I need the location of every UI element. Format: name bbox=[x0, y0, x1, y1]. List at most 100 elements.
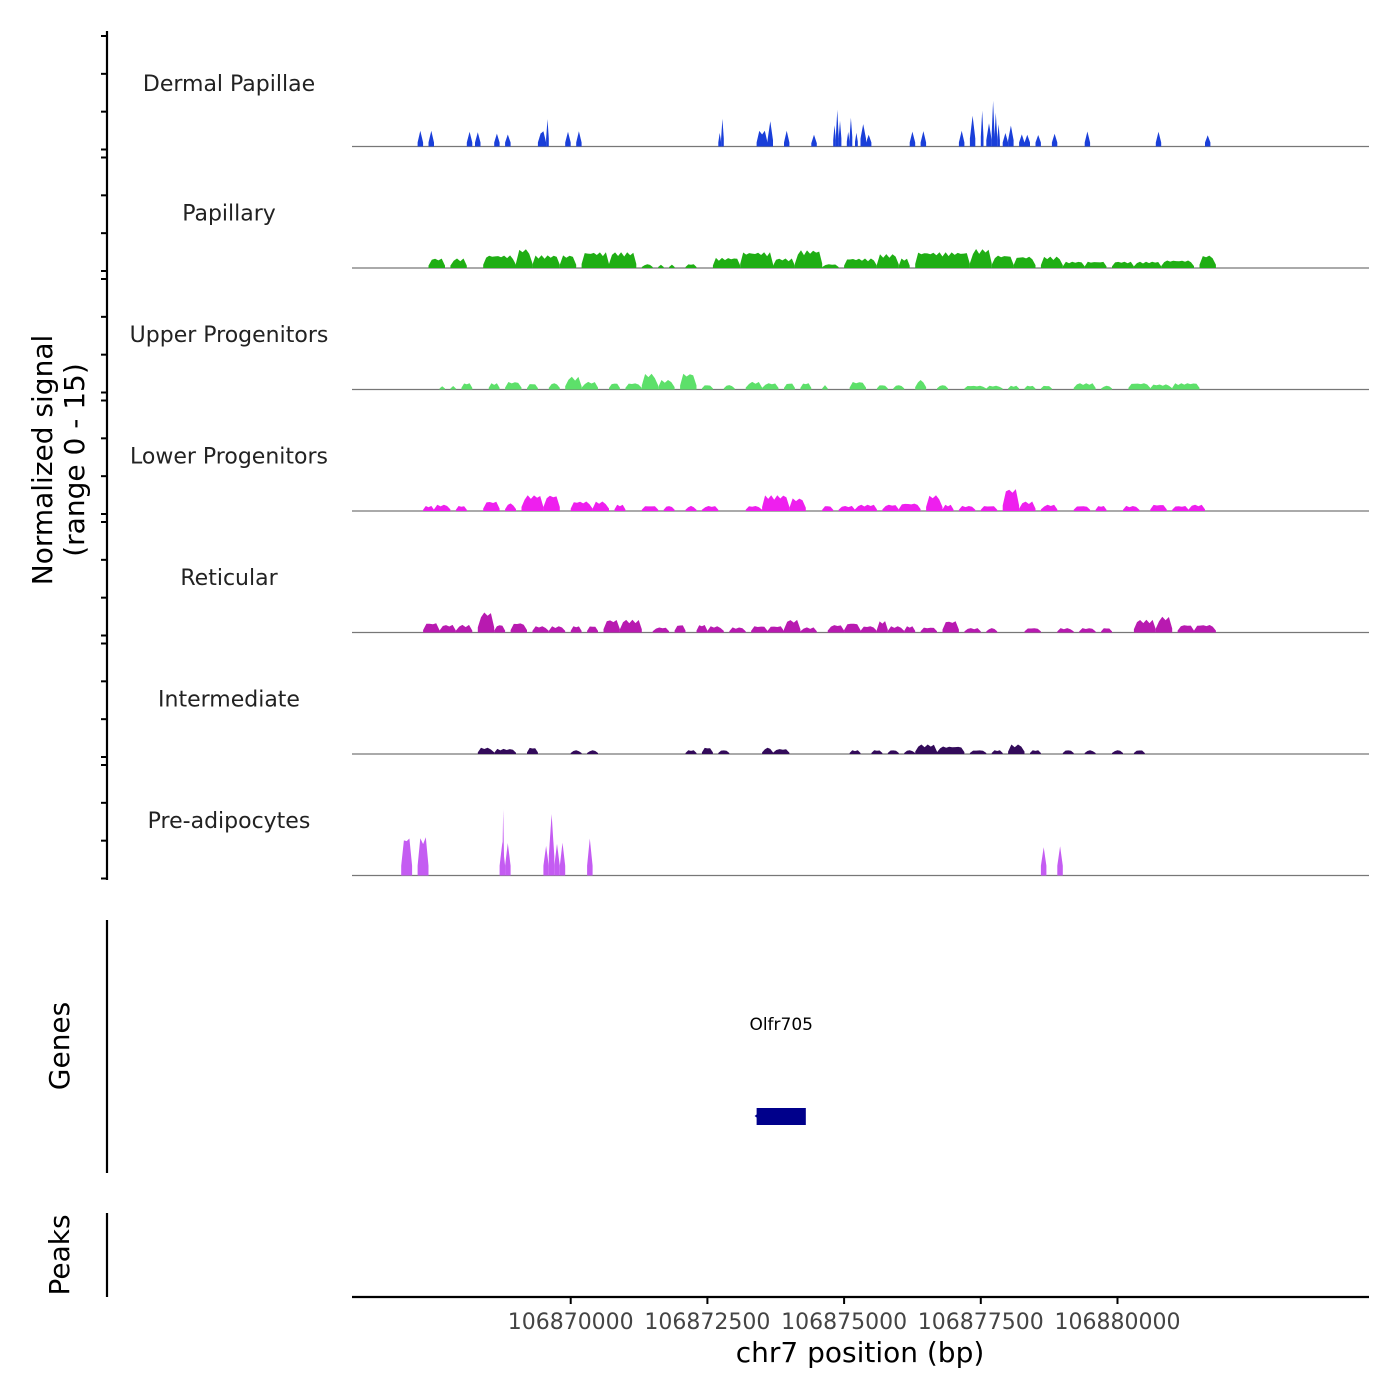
coverage-peak bbox=[1155, 131, 1162, 147]
coverage-peak bbox=[641, 506, 659, 511]
coverage-peak bbox=[570, 501, 593, 511]
coverage-peak bbox=[434, 504, 451, 511]
coverage-peak bbox=[986, 123, 992, 147]
coverage-peak bbox=[1062, 750, 1074, 754]
coverage-peak bbox=[855, 132, 858, 147]
coverage-peak bbox=[784, 383, 795, 390]
coverage-peak bbox=[1133, 619, 1156, 633]
coverage-peak bbox=[1002, 133, 1009, 147]
coverage-peak bbox=[423, 623, 440, 633]
coverage-peak bbox=[483, 255, 516, 268]
coverage-peak bbox=[1112, 261, 1134, 268]
coverage-peak bbox=[773, 258, 795, 268]
coverage-peak bbox=[1161, 260, 1194, 268]
coverage-peak bbox=[1051, 133, 1058, 147]
coverage-peak bbox=[658, 380, 675, 390]
genes-panel: Genes Olfr705 bbox=[43, 920, 813, 1173]
coverage-peak bbox=[844, 258, 877, 268]
coverage-peak bbox=[860, 124, 866, 147]
coverage-peak bbox=[543, 495, 560, 511]
coverage-peak bbox=[1084, 261, 1107, 268]
coverage-peak bbox=[1112, 750, 1123, 754]
coverage-peak bbox=[663, 506, 675, 511]
coverage-peak bbox=[866, 134, 872, 147]
track-4: Reticular bbox=[180, 566, 1369, 634]
track-2: Upper Progenitors bbox=[130, 323, 1369, 391]
coverage-peak bbox=[625, 383, 642, 390]
coverage-peak bbox=[707, 626, 724, 633]
coverage-peak bbox=[838, 505, 855, 511]
coverage-peak bbox=[986, 385, 1003, 390]
coverage-peak bbox=[559, 842, 566, 876]
coverage-peak bbox=[1155, 616, 1173, 633]
coverage-peak bbox=[455, 624, 473, 633]
coverage-peak bbox=[1133, 261, 1162, 268]
coverage-peak bbox=[502, 809, 504, 876]
coverage-peak bbox=[789, 498, 806, 511]
coverage-peak bbox=[846, 131, 850, 147]
coverage-peak bbox=[450, 386, 456, 390]
coverage-peak bbox=[669, 264, 675, 268]
coverage-peak bbox=[592, 501, 609, 511]
coverage-peak bbox=[767, 121, 773, 147]
coverage-peak bbox=[565, 131, 571, 147]
coverage-peak bbox=[937, 746, 965, 754]
coverage-peak bbox=[450, 258, 467, 268]
coverage-peak bbox=[537, 131, 547, 147]
x-axis-label: chr7 position (bp) bbox=[736, 1336, 985, 1369]
track-label: Papillary bbox=[182, 202, 276, 227]
coverage-peak bbox=[904, 626, 916, 633]
track-label: Reticular bbox=[180, 566, 278, 591]
coverage-peak bbox=[800, 627, 817, 633]
coverage-peak bbox=[937, 385, 948, 390]
coverage-peak bbox=[548, 814, 555, 876]
coverage-peak bbox=[680, 373, 697, 390]
coverage-peak bbox=[991, 750, 1003, 754]
coverage-peak bbox=[844, 623, 861, 633]
coverage-peak bbox=[428, 130, 434, 147]
coverage-peak bbox=[855, 504, 877, 511]
coverage-peak bbox=[1024, 134, 1030, 147]
coverage-peak bbox=[887, 626, 905, 633]
coverage-peak bbox=[658, 264, 664, 268]
track-label: Lower Progenitors bbox=[130, 445, 328, 470]
x-tick-label: 106877500 bbox=[918, 1310, 1044, 1335]
coverage-ylabel-line2: (range 0 - 15) bbox=[58, 363, 91, 557]
coverage-peak bbox=[887, 750, 899, 754]
coverage-peak bbox=[904, 750, 916, 754]
coverage-peak bbox=[587, 626, 598, 633]
coverage-peak bbox=[745, 381, 763, 390]
coverage-peak bbox=[980, 506, 998, 511]
coverage-peak bbox=[581, 252, 609, 268]
coverage-peak bbox=[822, 264, 839, 268]
coverage-peak bbox=[876, 254, 899, 268]
coverage-peak bbox=[1079, 628, 1096, 633]
coverage-peak bbox=[969, 249, 992, 268]
coverage-peak bbox=[546, 119, 549, 147]
coverage-peak bbox=[833, 125, 836, 147]
coverage-peak bbox=[609, 252, 637, 268]
coverage-peak bbox=[1008, 385, 1020, 390]
coverage-peak bbox=[942, 621, 959, 633]
coverage-peak bbox=[494, 625, 506, 633]
coverage-peak bbox=[784, 130, 790, 147]
coverage-peak bbox=[696, 625, 708, 633]
coverage-peak bbox=[587, 838, 593, 876]
x-tick-label: 106875000 bbox=[781, 1310, 907, 1335]
coverage-peak bbox=[1084, 131, 1091, 147]
coverage-peak bbox=[1123, 505, 1140, 511]
coverage-peak bbox=[1073, 383, 1096, 390]
coverage-peak bbox=[920, 627, 937, 633]
coverage-peak bbox=[701, 506, 719, 511]
coverage-peak bbox=[554, 843, 560, 876]
coverage-peak bbox=[455, 506, 467, 511]
coverage-peak bbox=[614, 504, 626, 511]
coverage-peak bbox=[1040, 504, 1058, 511]
coverage-peak bbox=[1150, 504, 1167, 511]
coverage-peak bbox=[986, 628, 998, 633]
coverage-peak bbox=[898, 258, 910, 268]
coverage-peak bbox=[1133, 750, 1145, 754]
coverage-peak bbox=[991, 255, 1014, 268]
coverage-peak bbox=[756, 130, 768, 147]
